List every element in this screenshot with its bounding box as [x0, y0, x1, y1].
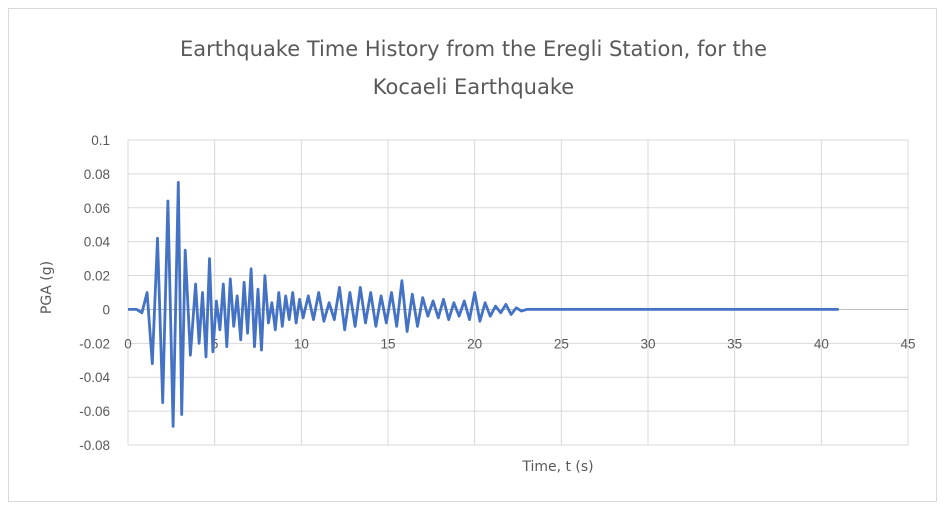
y-tick-label: -0.02 [79, 336, 110, 351]
y-tick-label: 0.1 [91, 133, 110, 148]
x-tick-label: 20 [467, 336, 482, 351]
y-tick-label: 0 [102, 302, 110, 317]
x-tick-label: 10 [294, 336, 309, 351]
chart-title: Earthquake Time History from the Eregli … [0, 30, 947, 106]
x-tick-label: 45 [900, 336, 915, 351]
x-tick-label: 25 [554, 336, 569, 351]
y-tick-label: -0.08 [79, 438, 110, 453]
y-tick-label: 0.08 [84, 167, 110, 182]
y-tick-label: 0.06 [84, 201, 110, 216]
y-tick-label: -0.06 [79, 404, 110, 419]
chart-area [8, 8, 937, 502]
y-tick-label: 0.02 [84, 269, 110, 284]
x-tick-label: 40 [814, 336, 829, 351]
chart-title-line-2: Kocaeli Earthquake [372, 75, 575, 99]
y-axis-label: PGA (g) [39, 261, 55, 314]
gridlines [127, 139, 909, 446]
y-tick-label: 0.04 [84, 235, 111, 250]
chart-title-line-1: Earthquake Time History from the Eregli … [179, 37, 768, 61]
x-tick-label: 0 [124, 336, 132, 351]
y-axis-ticks: -0.08 -0.06 -0.04 -0.02 0 0.02 0.04 0.06 0.08 0.1 [79, 133, 110, 453]
x-axis-ticks: 0 5 10 15 20 25 30 35 40 45 [124, 336, 915, 351]
x-axis-label: Time, t (s) [521, 459, 593, 475]
y-tick-label: -0.04 [79, 370, 110, 385]
x-tick-label: 15 [380, 336, 395, 351]
x-tick-label: 30 [640, 336, 655, 351]
x-tick-label: 35 [727, 336, 742, 351]
series-line [128, 181, 839, 428]
